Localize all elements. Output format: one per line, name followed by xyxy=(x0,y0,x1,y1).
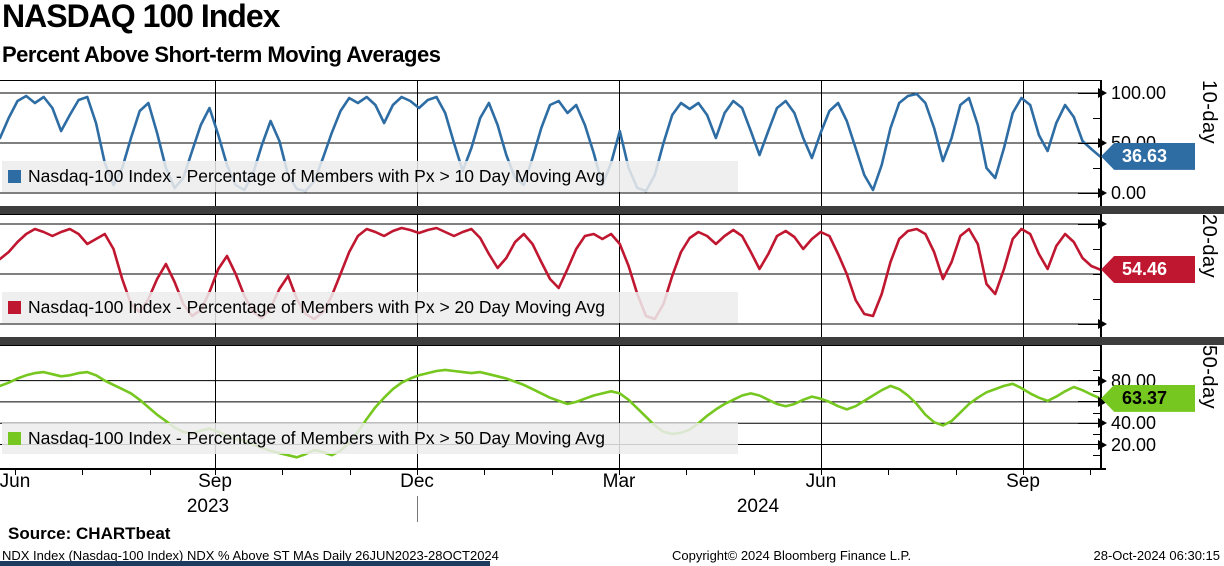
y-tick-label: 0.00 xyxy=(1111,183,1147,203)
x-axis-month-tick xyxy=(955,470,957,475)
panel-50-day: Nasdaq-100 Index - Percentage of Members… xyxy=(0,345,1224,468)
x-axis-month-tick xyxy=(888,470,890,475)
legend-20-day: Nasdaq-100 Index - Percentage of Members… xyxy=(2,292,738,323)
x-axis-month-tick xyxy=(821,470,822,475)
x-axis-line xyxy=(0,468,1106,470)
last-value-badge-20-day: 54.46 xyxy=(1101,256,1195,284)
x-axis-month-tick xyxy=(282,470,284,475)
arrow-right-icon xyxy=(1098,188,1107,198)
x-axis-month-tick xyxy=(753,470,755,475)
year-label: 2024 xyxy=(736,496,780,517)
y-axis-arrow-tick xyxy=(1078,223,1100,225)
x-axis-month-tick xyxy=(1023,470,1024,475)
x-axis-month-tick xyxy=(551,470,553,475)
x-axis-month-tick xyxy=(82,470,84,475)
arrow-right-icon xyxy=(1098,219,1107,229)
y-axis-arrow-tick xyxy=(1078,323,1100,325)
legend-marker-icon xyxy=(8,432,21,445)
x-tick-label: Dec xyxy=(400,471,434,492)
arrow-right-icon xyxy=(1098,439,1107,450)
y-axis-minor-tick xyxy=(1093,369,1100,371)
x-axis-month-tick xyxy=(417,470,418,475)
legend-10-day: Nasdaq-100 Index - Percentage of Members… xyxy=(2,161,738,192)
chart-info-label: NDX Index (Nasdaq-100 Index) NDX % Above… xyxy=(2,548,499,563)
legend-50-day: Nasdaq-100 Index - Percentage of Members… xyxy=(2,423,738,454)
x-tick-label: Jun xyxy=(0,471,31,492)
x-axis-month-tick xyxy=(15,470,16,475)
arrow-right-icon xyxy=(1098,138,1107,148)
arrow-right-icon xyxy=(1098,319,1107,329)
x-axis-month-tick xyxy=(619,470,620,475)
panel-10-day: Nasdaq-100 Index - Percentage of Members… xyxy=(0,80,1224,206)
arrow-right-icon xyxy=(1098,396,1107,407)
arrow-right-icon xyxy=(1098,418,1107,429)
x-tick-label: Mar xyxy=(602,471,636,492)
y-axis-arrow-tick xyxy=(1078,380,1100,382)
legend-label: Nasdaq-100 Index - Percentage of Members… xyxy=(28,428,605,448)
legend-label: Nasdaq-100 Index - Percentage of Members… xyxy=(28,297,605,317)
y-axis-minor-tick xyxy=(1093,118,1100,119)
x-axis: Jun Sep Dec Mar Jun Sep 2023 2024 xyxy=(0,468,1224,524)
y-axis-minor-tick xyxy=(1093,412,1100,414)
y-axis-arrow-tick xyxy=(1078,401,1100,403)
panel-axis-label-50-day: 50-day xyxy=(1198,345,1220,410)
chart-title: NASDAQ 100 Index xyxy=(2,0,280,34)
x-axis-month-tick xyxy=(1090,470,1092,475)
chart-area: Nasdaq-100 Index - Percentage of Members… xyxy=(0,80,1224,468)
x-axis-month-tick xyxy=(349,470,351,475)
y-axis-arrow-tick xyxy=(1078,444,1100,446)
x-axis-month-tick xyxy=(686,470,688,475)
y-axis-minor-tick xyxy=(1093,391,1100,393)
copyright-label: Copyright© 2024 Bloomberg Finance L.P. xyxy=(672,548,912,563)
chart-subtitle: Percent Above Short-term Moving Averages xyxy=(2,42,441,67)
y-tick-label: 100.00 xyxy=(1111,83,1167,103)
y-axis-minor-tick xyxy=(1093,168,1100,169)
panel-axis-label-10-day: 10-day xyxy=(1198,80,1220,145)
last-value-badge-50-day: 63.37 xyxy=(1101,384,1195,412)
year-label: 2023 xyxy=(186,496,230,517)
y-axis-minor-tick xyxy=(1093,455,1100,457)
y-axis-arrow-tick xyxy=(1078,142,1100,144)
panel-axis-label-20-day: 20-day xyxy=(1198,214,1220,279)
x-axis-month-tick xyxy=(484,470,486,475)
panel-divider xyxy=(0,206,1224,214)
bottom-bar xyxy=(0,561,490,566)
panel-20-day: Nasdaq-100 Index - Percentage of Members… xyxy=(0,214,1224,337)
arrow-right-icon xyxy=(1098,88,1107,98)
y-axis-line-20-day xyxy=(1100,214,1102,337)
x-tick-label: Jun xyxy=(805,471,837,492)
y-axis-minor-tick xyxy=(1093,433,1100,435)
last-value-badge-10-day: 36.63 xyxy=(1101,142,1195,170)
legend-marker-icon xyxy=(8,301,21,314)
year-divider xyxy=(417,496,418,522)
timestamp-label: 28-Oct-2024 06:30:15 xyxy=(1093,548,1220,563)
y-tick-label: 20.00 xyxy=(1111,434,1157,455)
legend-marker-icon xyxy=(8,170,21,183)
legend-label: Nasdaq-100 Index - Percentage of Members… xyxy=(28,166,605,186)
x-axis-month-tick xyxy=(149,470,151,475)
y-axis-minor-tick xyxy=(1093,249,1100,250)
y-axis-arrow-tick xyxy=(1078,422,1100,424)
x-tick-label: Sep xyxy=(1006,471,1040,492)
panel-divider xyxy=(0,337,1224,345)
y-axis-minor-tick xyxy=(1093,274,1100,275)
y-axis-minor-tick xyxy=(1093,299,1100,300)
y-axis-arrow-tick xyxy=(1078,192,1100,194)
x-tick-label: Sep xyxy=(198,471,232,492)
y-tick-label: 40.00 xyxy=(1111,413,1157,434)
source-label: Source: CHARTbeat xyxy=(8,524,171,543)
x-axis-month-tick xyxy=(215,470,216,475)
arrow-right-icon xyxy=(1098,375,1107,386)
y-axis-arrow-tick xyxy=(1078,92,1100,94)
